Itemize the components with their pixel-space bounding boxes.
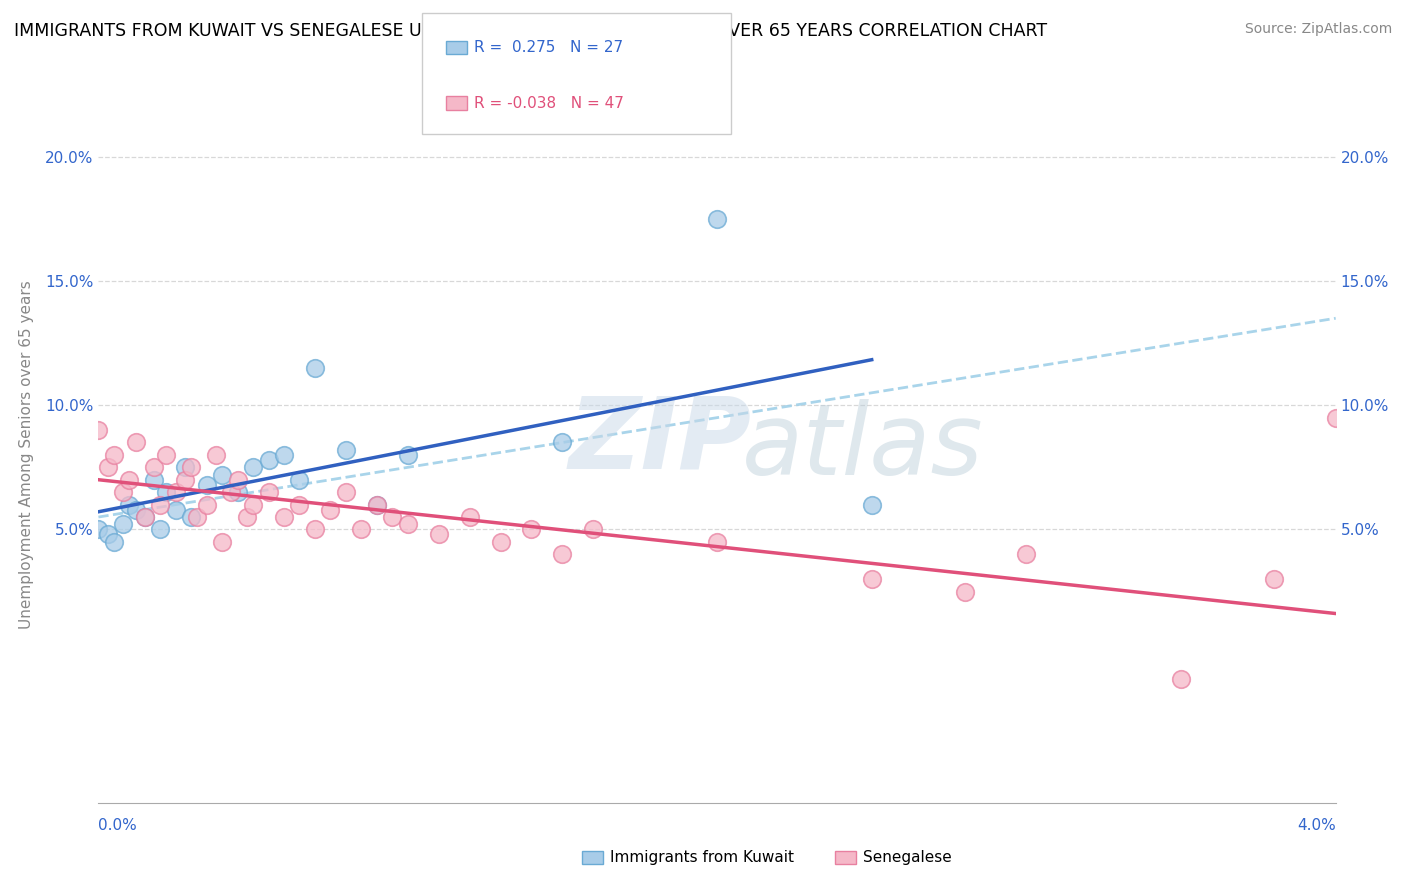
Point	[149, 498, 172, 512]
Text: R =  0.275   N = 27: R = 0.275 N = 27	[474, 40, 623, 55]
Point	[180, 460, 202, 475]
Point	[97, 527, 120, 541]
Text: 0.0%: 0.0%	[98, 818, 138, 832]
Point	[582, 523, 605, 537]
Point	[165, 502, 187, 516]
Point	[103, 534, 125, 549]
Text: Senegalese: Senegalese	[863, 850, 952, 864]
Point	[226, 485, 249, 500]
Point	[706, 211, 728, 226]
Point	[288, 473, 311, 487]
Point	[112, 485, 135, 500]
Point	[87, 523, 110, 537]
Point	[396, 517, 419, 532]
Point	[1324, 410, 1347, 425]
Point	[242, 460, 264, 475]
Text: Source: ZipAtlas.com: Source: ZipAtlas.com	[1244, 22, 1392, 37]
Point	[205, 448, 228, 462]
Point	[273, 510, 295, 524]
Point	[124, 435, 146, 450]
Point	[366, 498, 388, 512]
Point	[143, 460, 166, 475]
Y-axis label: Unemployment Among Seniors over 65 years: Unemployment Among Seniors over 65 years	[20, 281, 34, 629]
Point	[350, 523, 373, 537]
Point	[195, 477, 218, 491]
Point	[319, 502, 342, 516]
Point	[149, 523, 172, 537]
Point	[335, 442, 357, 457]
Point	[134, 510, 156, 524]
Point	[174, 460, 197, 475]
Point	[458, 510, 481, 524]
Point	[304, 523, 326, 537]
Point	[87, 423, 110, 437]
Point	[551, 547, 574, 561]
Point	[118, 498, 141, 512]
Point	[273, 448, 295, 462]
Point	[860, 572, 883, 586]
Point	[118, 473, 141, 487]
Text: ZIP: ZIP	[568, 392, 752, 490]
Point	[257, 453, 280, 467]
Point	[186, 510, 208, 524]
Point	[1386, 697, 1406, 711]
Point	[155, 448, 177, 462]
Point	[366, 498, 388, 512]
Point	[103, 448, 125, 462]
Point	[489, 534, 512, 549]
Point	[257, 485, 280, 500]
Point	[211, 467, 233, 482]
Point	[143, 473, 166, 487]
Point	[706, 534, 728, 549]
Point	[134, 510, 156, 524]
Point	[860, 498, 883, 512]
Point	[381, 510, 404, 524]
Text: 4.0%: 4.0%	[1296, 818, 1336, 832]
Point	[195, 498, 218, 512]
Text: atlas: atlas	[742, 400, 983, 497]
Point	[236, 510, 259, 524]
Point	[180, 510, 202, 524]
Point	[427, 527, 450, 541]
Point	[551, 435, 574, 450]
Point	[124, 502, 146, 516]
Point	[226, 473, 249, 487]
Point	[304, 361, 326, 376]
Point	[242, 498, 264, 512]
Point	[211, 534, 233, 549]
Point	[155, 485, 177, 500]
Point	[1015, 547, 1038, 561]
Point	[165, 485, 187, 500]
Point	[221, 485, 243, 500]
Point	[335, 485, 357, 500]
Text: Immigrants from Kuwait: Immigrants from Kuwait	[610, 850, 794, 864]
Point	[1263, 572, 1285, 586]
Text: IMMIGRANTS FROM KUWAIT VS SENEGALESE UNEMPLOYMENT AMONG SENIORS OVER 65 YEARS CO: IMMIGRANTS FROM KUWAIT VS SENEGALESE UNE…	[14, 22, 1047, 40]
Point	[396, 448, 419, 462]
Point	[288, 498, 311, 512]
Point	[112, 517, 135, 532]
Point	[174, 473, 197, 487]
Point	[97, 460, 120, 475]
Point	[520, 523, 543, 537]
Point	[1170, 672, 1192, 686]
Point	[953, 584, 976, 599]
Text: R = -0.038   N = 47: R = -0.038 N = 47	[474, 95, 624, 111]
